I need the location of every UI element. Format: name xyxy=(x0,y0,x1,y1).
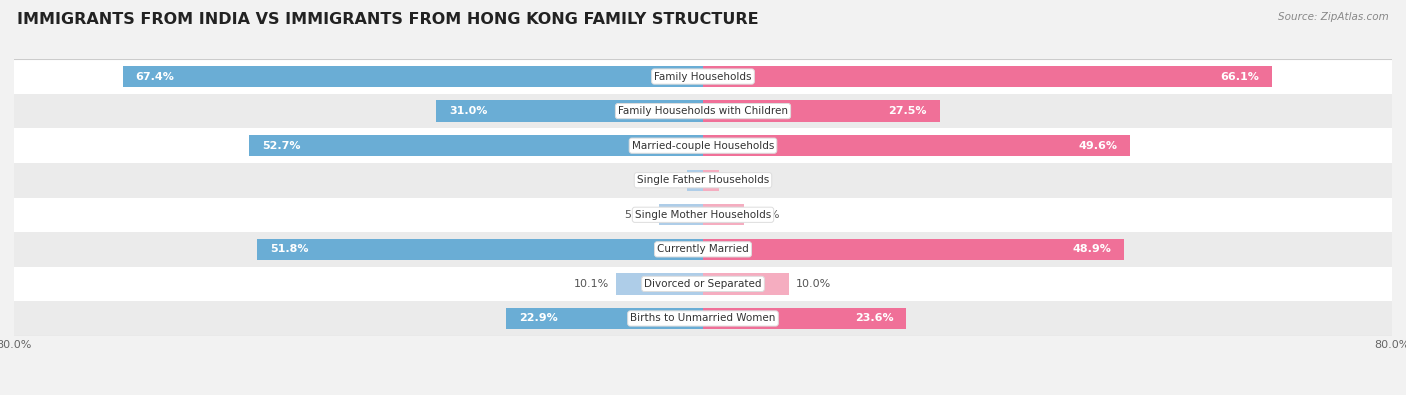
Bar xyxy=(703,135,1130,156)
Bar xyxy=(257,239,703,260)
Bar xyxy=(14,59,1392,94)
Text: 31.0%: 31.0% xyxy=(449,106,488,116)
Text: 1.8%: 1.8% xyxy=(725,175,754,185)
Text: Single Mother Households: Single Mother Households xyxy=(636,210,770,220)
Bar xyxy=(616,273,703,295)
Bar xyxy=(14,94,1392,128)
Bar xyxy=(249,135,703,156)
Text: 4.8%: 4.8% xyxy=(751,210,780,220)
Bar xyxy=(506,308,703,329)
Text: 66.1%: 66.1% xyxy=(1220,71,1260,81)
Bar xyxy=(14,267,1392,301)
Text: 5.1%: 5.1% xyxy=(624,210,652,220)
Bar xyxy=(14,301,1392,336)
Text: 22.9%: 22.9% xyxy=(519,314,557,324)
Bar xyxy=(14,163,1392,198)
Bar xyxy=(703,308,907,329)
Text: Source: ZipAtlas.com: Source: ZipAtlas.com xyxy=(1278,12,1389,22)
Bar xyxy=(436,100,703,122)
Text: Births to Unmarried Women: Births to Unmarried Women xyxy=(630,314,776,324)
Bar xyxy=(122,66,703,87)
Bar xyxy=(703,169,718,191)
Text: 67.4%: 67.4% xyxy=(135,71,174,81)
Bar xyxy=(659,204,703,226)
Bar xyxy=(686,169,703,191)
Text: Currently Married: Currently Married xyxy=(657,245,749,254)
Text: IMMIGRANTS FROM INDIA VS IMMIGRANTS FROM HONG KONG FAMILY STRUCTURE: IMMIGRANTS FROM INDIA VS IMMIGRANTS FROM… xyxy=(17,12,758,27)
Bar xyxy=(14,198,1392,232)
Text: Family Households: Family Households xyxy=(654,71,752,81)
Text: 52.7%: 52.7% xyxy=(262,141,301,150)
Text: 10.0%: 10.0% xyxy=(796,279,831,289)
Bar xyxy=(703,66,1272,87)
Text: Married-couple Households: Married-couple Households xyxy=(631,141,775,150)
Text: 48.9%: 48.9% xyxy=(1073,245,1111,254)
Text: 51.8%: 51.8% xyxy=(270,245,308,254)
Text: 27.5%: 27.5% xyxy=(889,106,927,116)
Bar xyxy=(14,128,1392,163)
Bar xyxy=(703,204,744,226)
Bar xyxy=(14,232,1392,267)
Text: Single Father Households: Single Father Households xyxy=(637,175,769,185)
Text: 1.9%: 1.9% xyxy=(651,175,679,185)
Text: 23.6%: 23.6% xyxy=(855,314,893,324)
Text: 10.1%: 10.1% xyxy=(574,279,609,289)
Text: 49.6%: 49.6% xyxy=(1078,141,1118,150)
Text: Family Households with Children: Family Households with Children xyxy=(619,106,787,116)
Bar xyxy=(703,239,1125,260)
Text: Divorced or Separated: Divorced or Separated xyxy=(644,279,762,289)
Bar xyxy=(703,273,789,295)
Bar xyxy=(703,100,939,122)
